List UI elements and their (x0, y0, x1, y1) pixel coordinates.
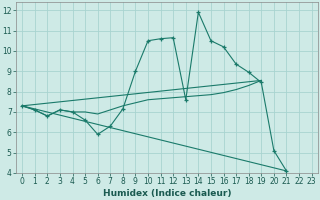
X-axis label: Humidex (Indice chaleur): Humidex (Indice chaleur) (103, 189, 231, 198)
